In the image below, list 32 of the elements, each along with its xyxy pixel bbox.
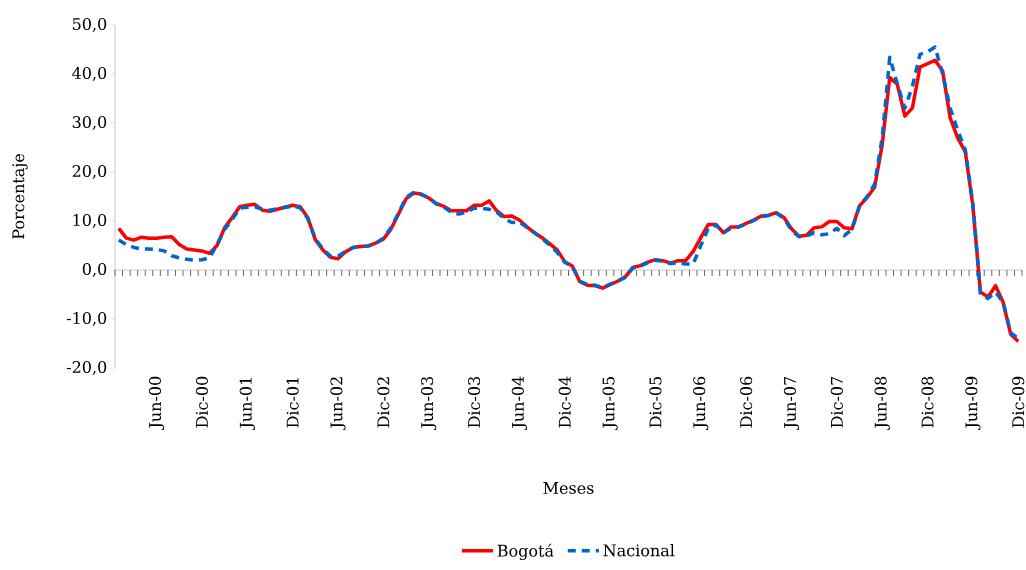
x-tick-label: Dic-09 xyxy=(1012,376,1025,428)
y-tick-label: -20,0 xyxy=(66,360,107,376)
y-tick-label: -10,0 xyxy=(66,311,107,327)
x-tick-label: Jun-07 xyxy=(783,376,800,430)
x-tick-label: Jun-06 xyxy=(693,376,709,430)
y-tick-label: 30,0 xyxy=(72,115,107,131)
x-tick-label: Dic-08 xyxy=(921,376,934,428)
x-tick-label: Dic-01 xyxy=(286,378,299,428)
y-tick-label: 40,0 xyxy=(72,66,107,82)
legend-label: Bogotá xyxy=(497,543,554,561)
x-tick-label: Jun-05 xyxy=(602,377,618,430)
x-tick-label: Dic-00 xyxy=(195,376,208,428)
x-tick-label: Dic-07 xyxy=(830,376,843,428)
x-axis-title: Meses xyxy=(543,482,594,494)
x-tick-label: Jun-09 xyxy=(965,376,981,430)
x-tick-label: Jun-03 xyxy=(421,376,437,430)
x-tick-label: Dic-05 xyxy=(649,376,662,428)
x-tick-label: Dic-04 xyxy=(558,376,571,428)
y-tick-label: 0,0 xyxy=(82,262,107,278)
y-tick-label: 10,0 xyxy=(73,213,107,229)
x-tick-label: Dic-02 xyxy=(377,377,390,428)
y-tick-label: 20,0 xyxy=(72,164,107,180)
x-tick-label: Jun-04 xyxy=(511,376,527,430)
x-tick-label: Jun-01 xyxy=(239,378,255,430)
x-tick-label: Dic-06 xyxy=(740,376,753,428)
legend-label: Nacional xyxy=(603,544,675,557)
x-tick-label: Jun-02 xyxy=(330,377,346,430)
x-tick-label: Jun-00 xyxy=(148,376,165,430)
y-axis-title: Porcentaje xyxy=(12,154,28,239)
x-tick-label: Dic-03 xyxy=(467,376,481,428)
y-tick-label: 50,0 xyxy=(72,17,107,33)
x-tick-label: Jun-08 xyxy=(874,376,890,430)
